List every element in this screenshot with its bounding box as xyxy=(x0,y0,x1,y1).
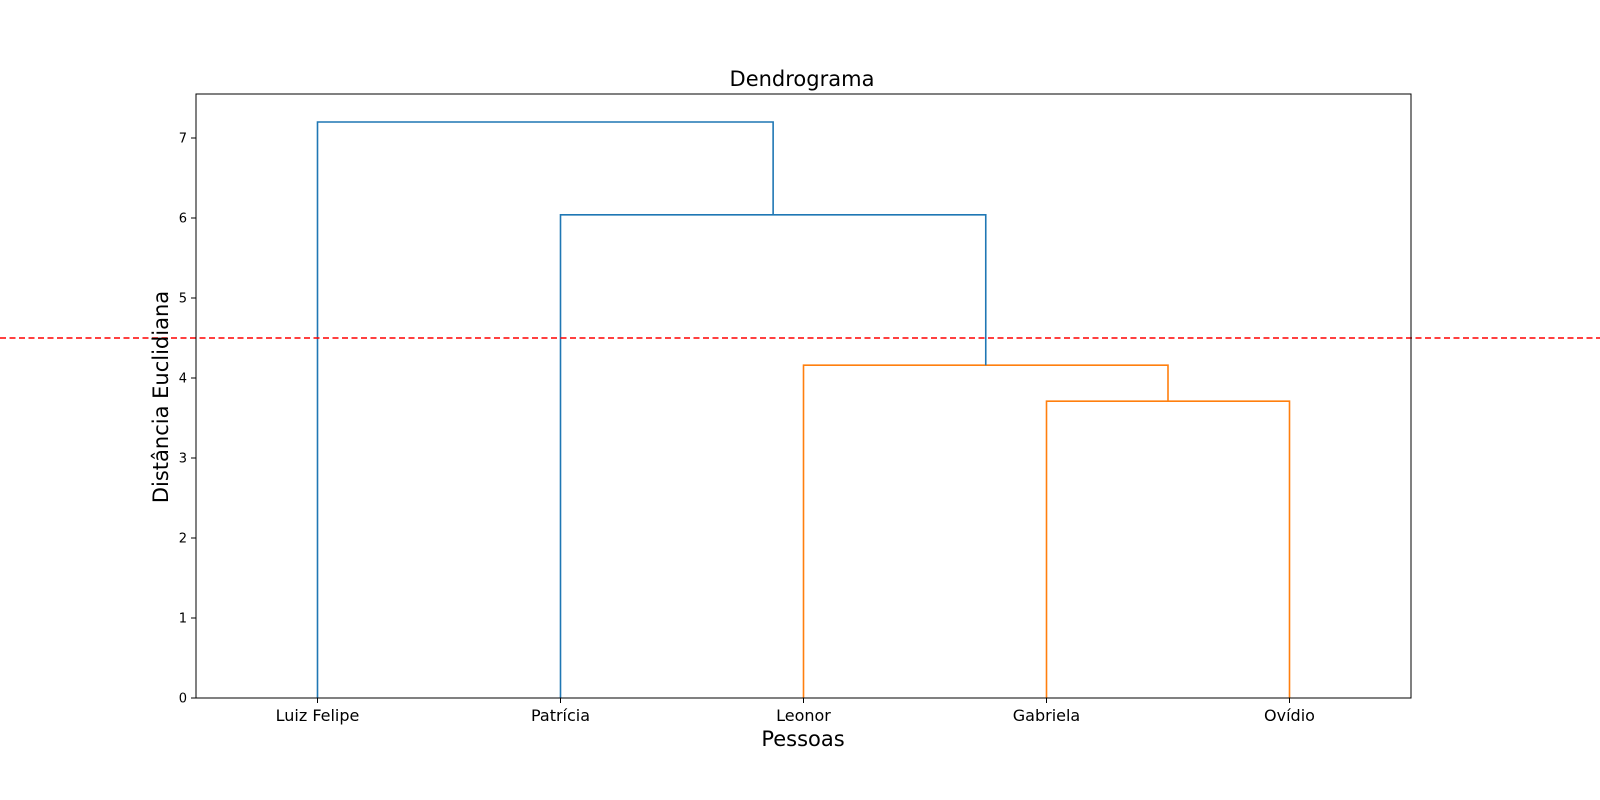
x-axis-title: Pessoas xyxy=(761,727,844,751)
dendrogram-link-3 xyxy=(559,214,987,698)
y-axis-ticks: 0 1 2 3 4 5 6 7 xyxy=(179,132,196,707)
dendrogram-links xyxy=(316,121,1291,698)
leaf-label: Luiz Felipe xyxy=(276,706,360,725)
dendrogram-link-2 xyxy=(802,364,1169,698)
y-tick-label: 3 xyxy=(179,452,187,467)
y-tick-label: 7 xyxy=(179,132,187,147)
leaf-label: Patrícia xyxy=(531,706,590,725)
y-axis-title: Distância Euclidiana xyxy=(149,291,173,503)
leaf-label: Ovídio xyxy=(1264,706,1315,725)
y-tick-label: 2 xyxy=(179,532,187,547)
y-tick-label: 6 xyxy=(179,212,187,227)
x-axis-ticks: Luiz Felipe Patrícia Leonor Gabriela Ovídio xyxy=(276,698,1315,725)
y-tick-label: 0 xyxy=(179,692,187,707)
chart-title: Dendrograma xyxy=(730,67,875,91)
dendrogram-link-1 xyxy=(1045,400,1291,698)
leaf-label: Gabriela xyxy=(1013,706,1080,725)
y-tick-label: 1 xyxy=(179,612,187,627)
y-tick-label: 5 xyxy=(179,292,187,307)
y-tick-label: 4 xyxy=(179,372,187,387)
dendrogram-link-4 xyxy=(316,121,774,698)
leaf-label: Leonor xyxy=(776,706,831,725)
